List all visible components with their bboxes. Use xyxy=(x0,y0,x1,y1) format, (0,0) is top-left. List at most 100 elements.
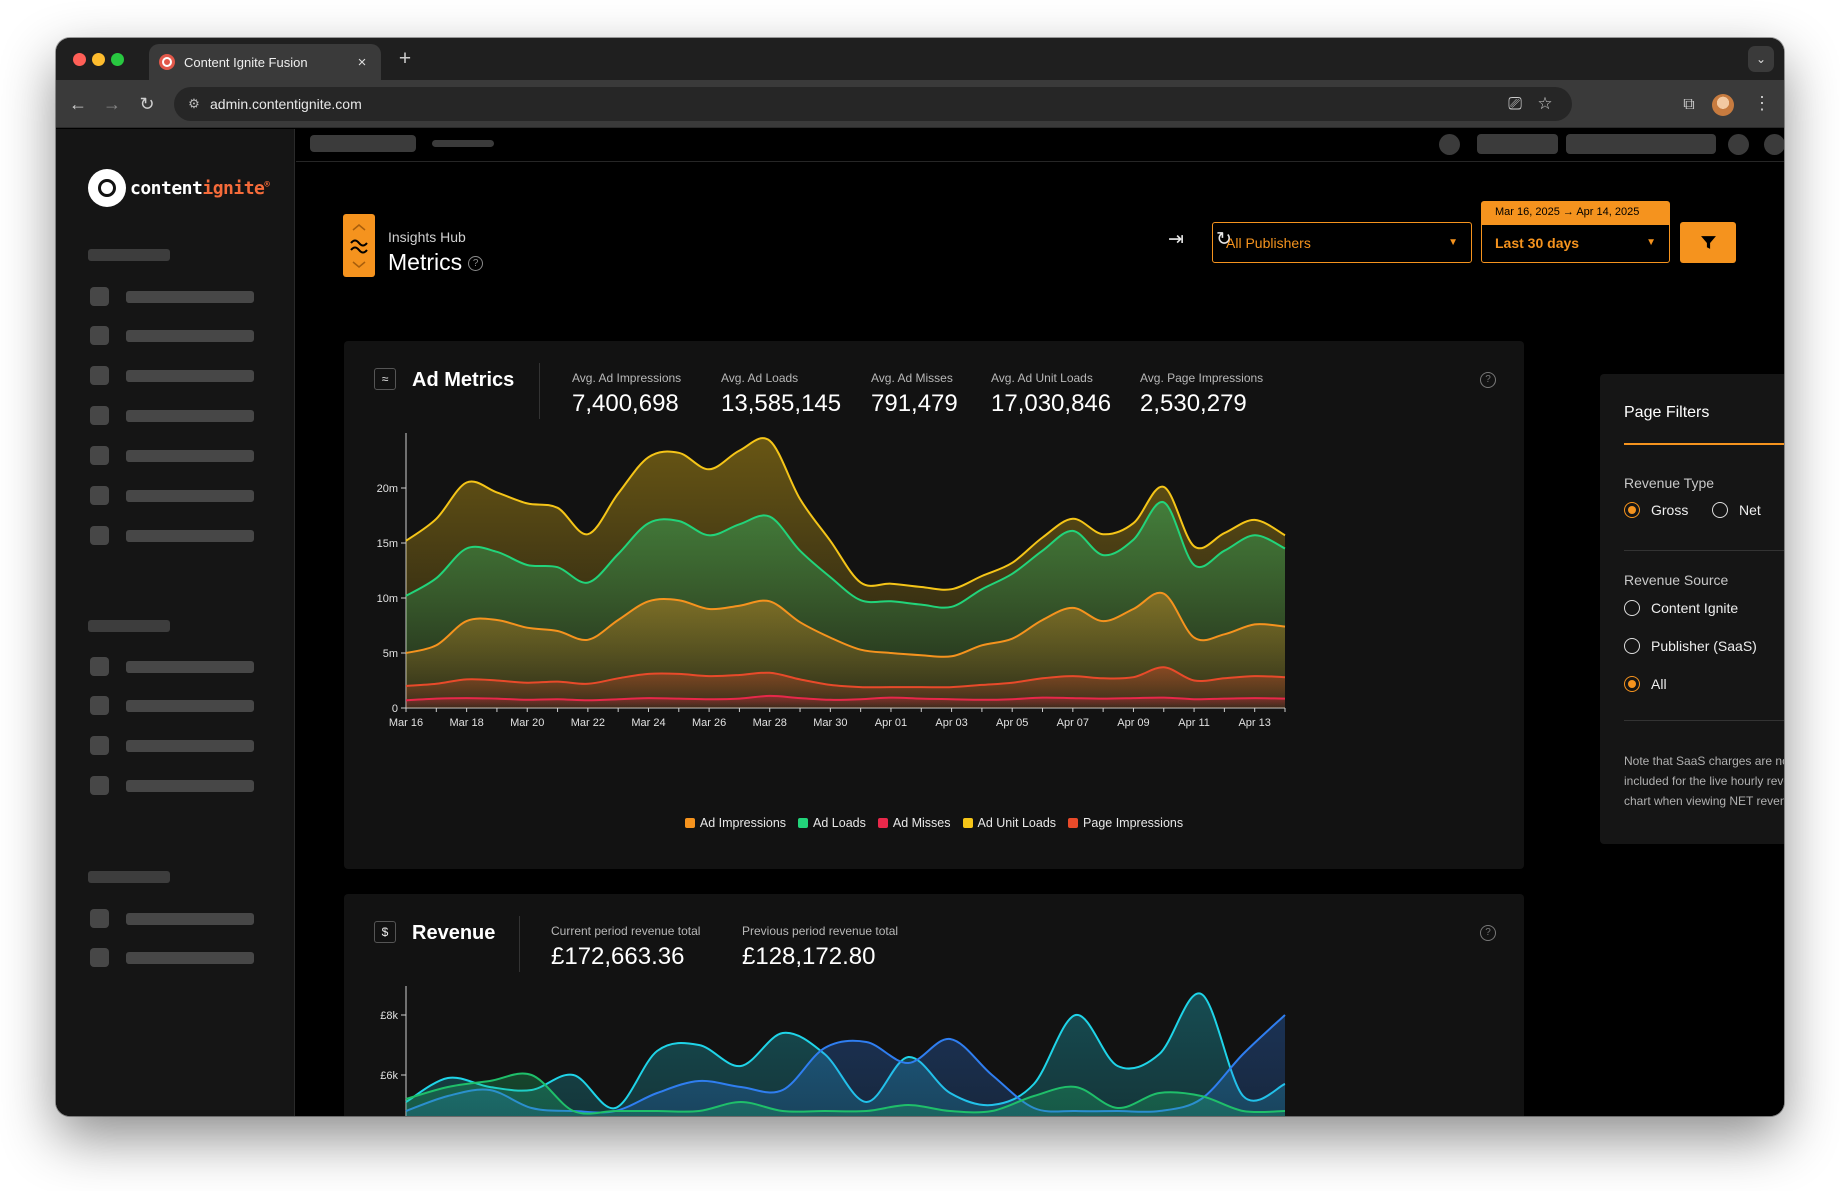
sidebar-item-icon-placeholder[interactable] xyxy=(90,287,109,306)
sidebar-item-placeholder[interactable] xyxy=(126,700,254,712)
radio-publisher-saas[interactable]: Publisher (SaaS) xyxy=(1624,638,1757,654)
x-tick-label: Apr 09 xyxy=(1117,717,1149,729)
legend-item[interactable]: Ad Unit Loads xyxy=(962,816,1056,830)
bookmark-star-icon[interactable]: ☆ xyxy=(1537,94,1553,113)
radio-selected-icon[interactable] xyxy=(1624,502,1640,518)
install-app-icon[interactable]: ⎚ xyxy=(1508,94,1522,113)
stat-previous-revenue: Previous period revenue total £128,172.80 xyxy=(742,924,898,971)
sidebar-item-icon-placeholder[interactable] xyxy=(90,486,109,505)
profile-avatar[interactable] xyxy=(1712,94,1734,116)
chart-legend: Ad Impressions Ad Loads Ad Misses Ad Unit L… xyxy=(344,816,1524,830)
legend-swatch xyxy=(1068,818,1079,828)
forward-arrow-icon[interactable]: → xyxy=(103,94,121,114)
revenue-chart: £8k £6k xyxy=(380,986,1286,1116)
y-tick-label: 15m xyxy=(377,538,398,550)
sidebar-item-icon-placeholder[interactable] xyxy=(90,326,109,345)
back-arrow-icon[interactable]: ← xyxy=(69,94,87,114)
radio-unselected-icon[interactable] xyxy=(1624,600,1640,616)
stat-label: Avg. Page Impressions xyxy=(1140,371,1264,385)
radio-unselected-icon[interactable] xyxy=(1712,502,1728,518)
legend-item[interactable]: Ad Misses xyxy=(877,816,951,830)
export-icon[interactable]: ⇥ xyxy=(1168,229,1184,250)
legend-swatch xyxy=(962,818,973,828)
stat-label: Avg. Ad Unit Loads xyxy=(991,371,1093,385)
radio-all[interactable]: All xyxy=(1624,676,1667,692)
stat-value: £172,663.36 xyxy=(551,943,685,970)
legend-item[interactable]: Page Impressions xyxy=(1068,816,1183,830)
sidebar-item-placeholder[interactable] xyxy=(126,370,254,382)
legend-item[interactable]: Ad Loads xyxy=(798,816,866,830)
sidebar-item-placeholder[interactable] xyxy=(126,291,254,303)
revenue-series-area xyxy=(406,993,1285,1116)
sidebar-item-placeholder[interactable] xyxy=(126,530,254,542)
sidebar-item-icon-placeholder[interactable] xyxy=(90,446,109,465)
tab-close-icon[interactable]: × xyxy=(357,53,367,71)
sidebar-item-placeholder[interactable] xyxy=(126,490,254,502)
content-ignite-logo[interactable]: contentignite® xyxy=(88,169,270,207)
top-bar-placeholder xyxy=(1477,134,1558,154)
divider xyxy=(1624,550,1784,551)
sidebar-item-icon-placeholder[interactable] xyxy=(90,657,109,676)
new-tab-button[interactable]: + xyxy=(398,47,412,70)
site-settings-icon[interactable]: ⚙ xyxy=(188,96,200,111)
address-bar[interactable]: ⚙ admin.contentignite.com ⎚ ☆ xyxy=(174,87,1572,121)
sidebar-item-placeholder[interactable] xyxy=(126,913,254,925)
page-title: Metrics? xyxy=(388,249,484,276)
y-tick-label: 0 xyxy=(392,703,398,715)
stat-ad-impressions: Avg. Ad Impressions 7,400,698 xyxy=(572,371,681,418)
reload-icon[interactable]: ↻ xyxy=(139,94,155,114)
sidebar-item-placeholder[interactable] xyxy=(126,661,254,673)
revenue-type-label: Revenue Type xyxy=(1624,475,1715,491)
sidebar-item-placeholder[interactable] xyxy=(126,780,254,792)
radio-content-ignite[interactable]: Content Ignite xyxy=(1624,600,1738,616)
series-line-page-impressions xyxy=(405,666,1286,689)
sidebar-item-icon-placeholder[interactable] xyxy=(90,366,109,385)
ad-metrics-chart: 0 5m 10m 15m 20m Mar 16 Mar 18 Mar 20 Mar 22 Mar … xyxy=(377,433,1286,729)
sidebar-item-placeholder[interactable] xyxy=(126,952,254,964)
stat-value: 7,400,698 xyxy=(572,390,679,417)
stat-ad-loads: Avg. Ad Loads 13,585,145 xyxy=(721,371,841,418)
sidebar-item-icon-placeholder[interactable] xyxy=(90,526,109,545)
radio-net[interactable]: Net xyxy=(1712,502,1761,518)
browser-tab[interactable]: Content Ignite Fusion × xyxy=(149,44,381,80)
help-icon[interactable]: ? xyxy=(1480,372,1496,388)
sidebar-item-icon-placeholder[interactable] xyxy=(90,736,109,755)
period-select[interactable]: Last 30 days ▼ xyxy=(1481,222,1670,263)
publisher-select[interactable]: All Publishers ▼ xyxy=(1212,222,1472,263)
sidebar-item-placeholder[interactable] xyxy=(126,450,254,462)
browser-toolbar: ← → ↻ ⚙ admin.contentignite.com ⎚ ☆ ⧉ ⋮ xyxy=(56,80,1784,128)
refresh-icon[interactable]: ↻ xyxy=(1216,229,1232,250)
maximize-window-button[interactable] xyxy=(111,53,124,66)
page-title-text: Metrics xyxy=(388,249,463,275)
help-icon[interactable]: ? xyxy=(1480,925,1496,941)
card-divider xyxy=(539,363,540,419)
revenue-series-line xyxy=(405,1072,1286,1115)
browser-menu-icon[interactable]: ⋮ xyxy=(1753,93,1771,113)
url-text[interactable]: admin.contentignite.com xyxy=(210,96,362,112)
tab-search-chevron-icon[interactable]: ⌄ xyxy=(1748,46,1774,72)
sidebar-item-icon-placeholder[interactable] xyxy=(90,696,109,715)
sidebar-item-placeholder[interactable] xyxy=(126,410,254,422)
revenue-series-area xyxy=(406,1015,1285,1116)
sidebar-item-icon-placeholder[interactable] xyxy=(90,948,109,967)
radio-unselected-icon[interactable] xyxy=(1624,638,1640,654)
legend-label: Ad Misses xyxy=(892,816,951,830)
sidebar-item-placeholder[interactable] xyxy=(126,740,254,752)
radio-gross[interactable]: Gross xyxy=(1624,502,1688,518)
sidebar-item-icon-placeholder[interactable] xyxy=(90,776,109,795)
legend-item[interactable]: Ad Impressions xyxy=(684,816,786,830)
page-filters-title: Page Filters xyxy=(1624,404,1710,421)
extensions-puzzle-icon[interactable]: ⧉ xyxy=(1683,96,1695,113)
help-icon[interactable]: ? xyxy=(468,256,484,272)
stat-value: 2,530,279 xyxy=(1140,390,1247,417)
sidebar-item-placeholder[interactable] xyxy=(126,330,254,342)
minimize-window-button[interactable] xyxy=(92,53,105,66)
saas-note: Note that SaaS charges are not included … xyxy=(1624,754,1784,808)
radio-selected-icon[interactable] xyxy=(1624,676,1640,692)
sidebar-item-icon-placeholder[interactable] xyxy=(90,909,109,928)
sidebar-item-icon-placeholder[interactable] xyxy=(90,406,109,425)
filter-button[interactable] xyxy=(1680,222,1736,263)
revenue-source-label: Revenue Source xyxy=(1624,572,1729,588)
top-bar-placeholder xyxy=(432,140,494,147)
close-window-button[interactable] xyxy=(73,53,86,66)
